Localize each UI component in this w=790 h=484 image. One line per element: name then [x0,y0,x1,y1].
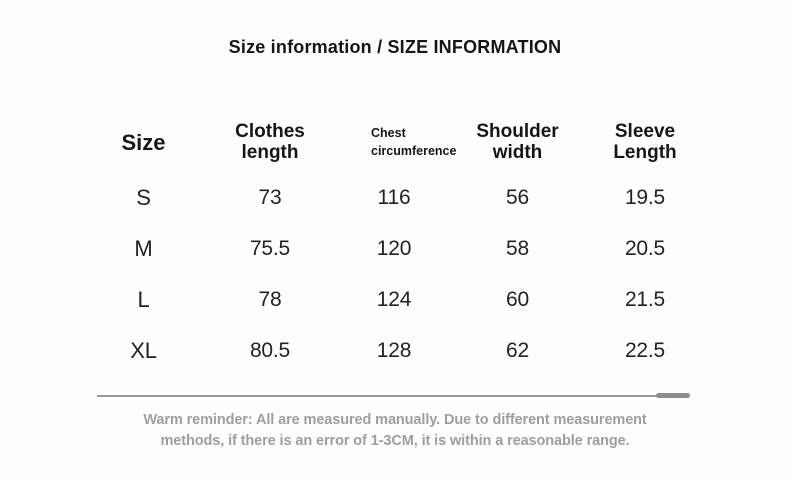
cell-shoulder-width: 58 [506,236,529,260]
header-line: Length [613,142,677,163]
cell-chest-circumference: 120 [376,236,412,260]
cell-shoulder-width: 56 [506,185,529,209]
header-line: Sleeve [614,121,676,142]
warm-reminder-line2: methods, if there is an error of 1-3CM, … [160,433,630,449]
table-row-xl: XL 80.5 128 62 22.5 [80,325,710,376]
page-title: Size information / SIZE INFORMATION [228,37,562,57]
column-header-chest-circumference: Chest circumference [333,124,457,160]
cell-sleeve-length: 22.5 [624,338,666,362]
cell-size: XL [130,337,157,363]
cell-chest-circumference: 124 [376,287,412,311]
cell-clothes-length: 73 [258,185,282,209]
table-row-s: S 73 116 56 19.5 [80,172,710,223]
header-line: Clothes [235,121,305,142]
header-line: Chest [371,126,406,140]
size-table-header: Size Clothes length Chest circumference … [80,112,710,172]
column-header-clothes-length: Clothes length [207,121,333,163]
header-line: length [241,142,299,163]
cell-sleeve-length: 19.5 [624,185,666,209]
column-header-size: Size [121,129,166,155]
cell-chest-circumference: 116 [377,185,411,209]
cell-size: L [137,286,150,312]
cell-size: M [134,235,153,261]
header-line: width [492,142,543,163]
cell-size: S [136,184,151,210]
warm-reminder-note: Warm reminder: All are measured manually… [0,410,790,452]
cell-clothes-length: 80.5 [249,338,291,362]
column-header-sleeve-length: Sleeve Length [580,121,710,163]
header-line: Shoulder [476,121,559,142]
table-row-l: L 78 124 60 21.5 [80,274,710,325]
divider-line [97,395,687,397]
cell-clothes-length: 78 [258,287,282,311]
table-row-m: M 75.5 120 58 20.5 [80,223,710,274]
cell-sleeve-length: 20.5 [624,236,666,260]
header-line: circumference [371,144,457,158]
cell-shoulder-width: 62 [506,338,529,362]
cell-shoulder-width: 60 [506,287,529,311]
divider-cap [656,392,690,398]
cell-sleeve-length: 21.5 [624,287,666,311]
cell-chest-circumference: 128 [376,338,412,362]
column-header-shoulder-width: Shoulder width [455,121,580,163]
warm-reminder-line1: Warm reminder: All are measured manually… [143,412,647,428]
size-table: Size Clothes length Chest circumference … [80,112,710,376]
cell-clothes-length: 75.5 [249,236,291,260]
